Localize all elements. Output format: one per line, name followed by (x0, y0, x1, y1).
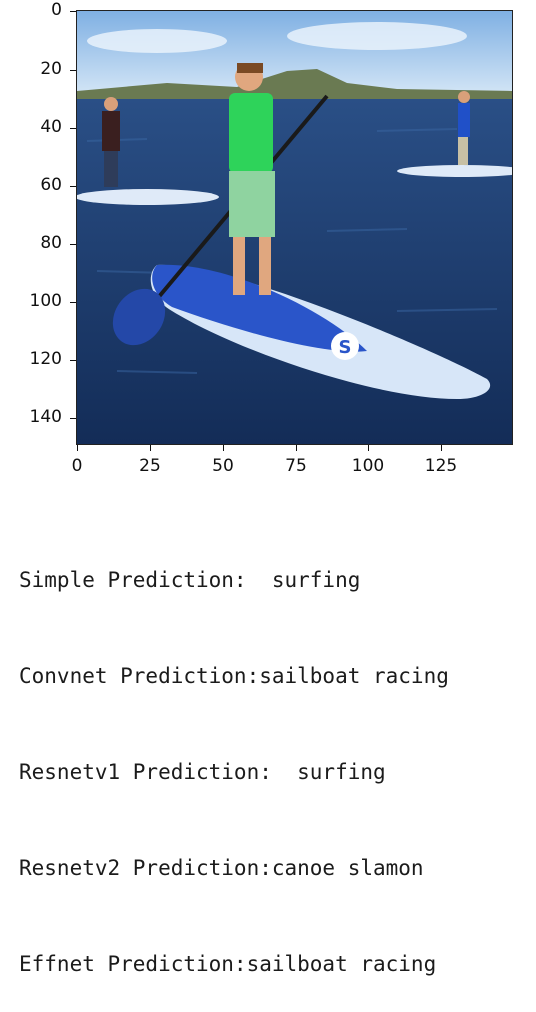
y-tick-label: 0 (51, 0, 62, 20)
x-tick-label: 125 (424, 456, 458, 476)
left-board (77, 189, 219, 205)
x-tick-label: 0 (71, 456, 83, 476)
paddleboard-photo: S (77, 11, 512, 444)
y-tick-label: 120 (29, 349, 62, 369)
y-tick-label: 20 (40, 59, 62, 79)
right-board (397, 165, 512, 177)
y-tick-label: 100 (29, 291, 62, 311)
y-tick-label: 40 (40, 117, 62, 137)
effnet-prediction-line: Effnet Prediction:sailboat racing (19, 952, 437, 976)
y-tick (70, 70, 76, 71)
x-tick (368, 445, 369, 451)
resnetv2-prediction-line: Resnetv2 Prediction:canoe slamon (19, 856, 424, 880)
y-tick-label: 140 (29, 407, 62, 427)
svg-text:S: S (339, 337, 352, 358)
prediction-output: Simple Prediction: surfing Convnet Predi… (19, 500, 449, 1012)
x-tick (441, 445, 442, 451)
y-tick (70, 418, 76, 419)
x-tick (296, 445, 297, 451)
x-tick-label: 100 (351, 456, 385, 476)
image-plot: S (76, 10, 513, 445)
y-tick (70, 11, 76, 12)
y-tick (70, 186, 76, 187)
y-tick-label: 80 (40, 233, 62, 253)
x-tick-label: 75 (285, 456, 307, 476)
x-tick (77, 445, 78, 451)
boy-shorts (229, 171, 275, 237)
y-tick-label: 60 (40, 175, 62, 195)
x-tick (223, 445, 224, 451)
y-tick (70, 302, 76, 303)
x-tick (150, 445, 151, 451)
land-region (77, 69, 512, 103)
boy-shirt (229, 93, 273, 173)
paddle-blade (112, 288, 166, 346)
y-tick (70, 360, 76, 361)
convnet-prediction-line: Convnet Prediction:sailboat racing (19, 664, 449, 688)
resnetv1-prediction-line: Resnetv1 Prediction: surfing (19, 760, 386, 784)
simple-prediction-line: Simple Prediction: surfing (19, 568, 361, 592)
y-tick (70, 244, 76, 245)
x-tick-label: 50 (212, 456, 234, 476)
y-tick (70, 128, 76, 129)
x-tick-label: 25 (139, 456, 161, 476)
